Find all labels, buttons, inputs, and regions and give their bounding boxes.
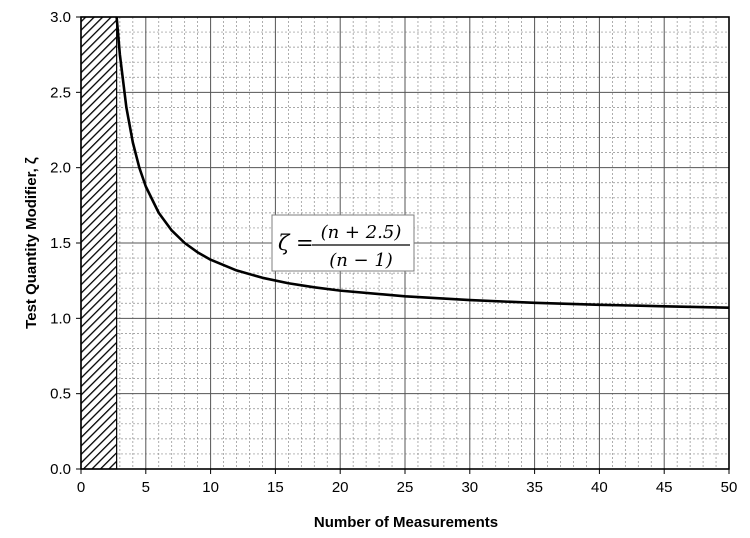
formula-lhs: ζ =: [278, 231, 314, 255]
y-tick-label: 1.5: [50, 235, 71, 252]
series-line: [115, 16, 730, 309]
y-tick-label: 2.0: [50, 160, 71, 177]
x-axis-label: Number of Measurements: [314, 514, 498, 531]
x-tick-label: 50: [721, 479, 738, 496]
y-tick-label: 0.0: [50, 461, 71, 478]
formula-box: [271, 214, 415, 272]
x-tick-label: 30: [461, 479, 478, 496]
y-tick-label: 0.5: [50, 386, 71, 403]
x-tick-label: 20: [332, 479, 349, 496]
x-tick-label: 25: [397, 479, 414, 496]
x-tick-label: 45: [656, 479, 673, 496]
y-axis-label: Test Quantity Modifier, ζ: [23, 157, 40, 329]
y-tick-label: 1.0: [50, 310, 71, 327]
x-tick-label: 15: [267, 479, 284, 496]
formula-numerator: (n + 2.5): [321, 222, 402, 243]
x-tick-label: 0: [77, 479, 85, 496]
x-tick-label: 10: [202, 479, 219, 496]
y-tick-label: 3.0: [50, 9, 71, 26]
excluded-region-hatch: [80, 16, 118, 470]
x-tick-label: 5: [142, 479, 150, 496]
formula-denominator: (n − 1): [329, 250, 393, 271]
x-tick-label: 35: [526, 479, 543, 496]
formula-annotation: ζ = (n + 2.5) (n − 1): [271, 214, 415, 272]
y-tick-label: 2.5: [50, 84, 71, 101]
x-tick-label: 40: [591, 479, 608, 496]
